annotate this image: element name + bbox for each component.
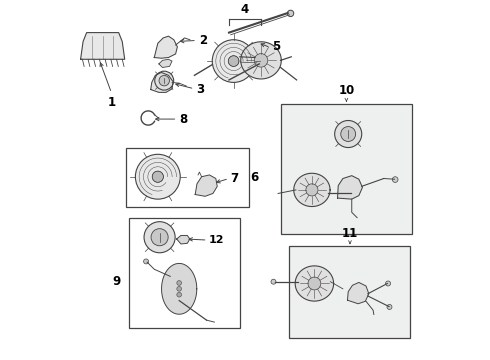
Circle shape [177,280,181,285]
Circle shape [152,171,164,182]
Text: 9: 9 [112,275,121,288]
Circle shape [177,292,181,297]
Circle shape [159,76,170,86]
Polygon shape [154,36,177,58]
Text: 3: 3 [196,83,204,96]
Circle shape [306,184,318,196]
Circle shape [254,54,268,67]
Circle shape [341,127,356,141]
Text: 7: 7 [230,172,238,185]
Circle shape [228,56,239,66]
Polygon shape [162,264,197,314]
Circle shape [335,121,362,148]
Bar [126,148,248,207]
Circle shape [177,287,181,291]
Circle shape [212,40,255,82]
Polygon shape [177,235,190,244]
Text: 6: 6 [250,171,259,184]
Circle shape [144,222,175,253]
Text: 2: 2 [199,34,207,47]
Polygon shape [347,283,369,304]
Circle shape [287,10,294,17]
Circle shape [271,279,276,284]
Polygon shape [80,33,125,59]
Text: 12: 12 [209,235,224,246]
Circle shape [155,71,173,90]
Polygon shape [338,176,363,199]
Text: 11: 11 [342,227,358,240]
Polygon shape [241,42,281,79]
Polygon shape [195,175,217,196]
Polygon shape [295,266,334,301]
Circle shape [144,259,148,264]
Text: 4: 4 [241,3,249,15]
Bar [290,246,411,338]
Circle shape [308,277,321,290]
Circle shape [392,177,398,183]
Polygon shape [159,59,172,67]
Polygon shape [294,173,330,207]
Polygon shape [151,72,173,93]
Text: 8: 8 [179,113,187,126]
Circle shape [135,154,180,199]
Circle shape [387,305,392,310]
Bar [281,104,412,234]
Text: 5: 5 [271,40,280,53]
Bar [129,218,240,328]
Text: 10: 10 [338,84,355,97]
Text: 1: 1 [107,96,116,109]
Circle shape [151,229,168,246]
Circle shape [350,192,355,197]
Circle shape [386,281,391,286]
